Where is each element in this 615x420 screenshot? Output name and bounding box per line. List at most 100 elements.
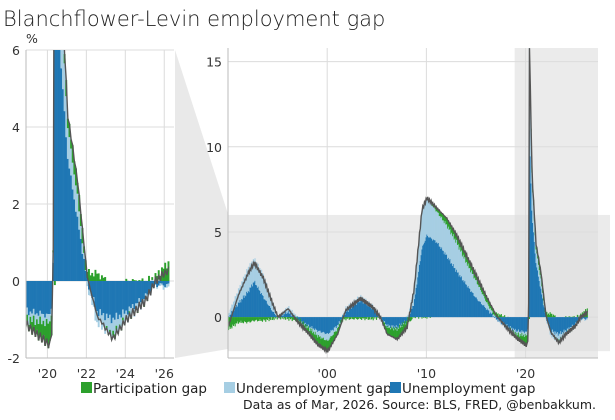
unemployment-gap-bar — [462, 280, 464, 318]
unemployment-gap-bar — [355, 303, 357, 318]
underemployment-gap-bar — [99, 309, 102, 321]
underemployment-gap-bar — [259, 268, 261, 291]
underemployment-gap-bar — [532, 192, 534, 224]
participation-gap-bar — [323, 340, 326, 351]
participation-gap-bar — [349, 317, 351, 320]
unemployment-gap-bar — [261, 292, 263, 318]
unemployment-gap-bar — [112, 281, 115, 318]
unemployment-gap-bar — [329, 317, 331, 333]
underemployment-gap-bar — [94, 309, 97, 321]
unemployment-gap-bar — [434, 240, 436, 318]
unemployment-gap-bar — [290, 316, 292, 318]
underemployment-gap-bar — [228, 313, 230, 316]
underemployment-gap-bar — [83, 252, 86, 259]
unemployment-gap-bar — [63, 111, 66, 281]
underemployment-gap-bar — [551, 332, 553, 338]
underemployment-gap-bar — [105, 313, 108, 326]
participation-gap-bar — [414, 317, 416, 319]
participation-gap-bar — [486, 299, 488, 303]
participation-gap-bar — [244, 317, 246, 323]
underemployment-gap-bar — [338, 321, 340, 324]
unemployment-gap-bar — [564, 317, 566, 332]
unemployment-gap-bar — [295, 317, 297, 319]
unemployment-gap-bar — [475, 297, 477, 318]
underemployment-gap-bar — [49, 314, 51, 322]
participation-gap-bar — [481, 289, 483, 295]
participation-gap-bar — [345, 317, 347, 321]
unemployment-gap-bar — [256, 285, 258, 318]
participation-gap-bar — [391, 328, 393, 337]
underemployment-gap-bar — [427, 198, 429, 236]
unemployment-gap-bar — [365, 302, 367, 318]
y-tick-label: 15 — [206, 55, 222, 70]
unemployment-gap-bar — [68, 168, 71, 281]
unemployment-gap-bar — [413, 305, 415, 318]
underemployment-gap-bar — [249, 263, 251, 288]
unemployment-gap-bar — [428, 237, 430, 318]
chart-title: Blanchflower-Levin employment gap — [3, 7, 385, 31]
participation-gap-bar — [265, 317, 267, 322]
participation-gap-bar — [547, 314, 549, 318]
underemployment-gap-bar — [254, 258, 256, 281]
participation-gap-bar — [102, 277, 105, 281]
unemployment-gap-bar — [404, 317, 406, 321]
underemployment-gap-bar — [509, 326, 512, 328]
unemployment-gap-bar — [585, 317, 588, 319]
unemployment-gap-bar — [420, 255, 422, 318]
underemployment-gap-bar — [440, 217, 442, 249]
unemployment-gap-bar — [159, 281, 162, 284]
underemployment-gap-bar — [125, 310, 128, 318]
unemployment-gap-bar — [459, 274, 461, 318]
unemployment-gap-bar — [354, 305, 356, 318]
underemployment-gap-bar — [447, 228, 449, 259]
unemployment-gap-bar — [256, 287, 259, 318]
underemployment-gap-bar — [555, 331, 557, 338]
unemployment-gap-bar — [242, 295, 245, 318]
underemployment-gap-bar — [553, 331, 555, 338]
underemployment-gap-bar — [128, 306, 131, 312]
participation-gap-bar — [377, 317, 379, 319]
unemployment-gap-bar — [55, 50, 58, 281]
unemployment-gap-bar — [471, 291, 473, 318]
unemployment-gap-bar — [412, 305, 414, 318]
unemployment-gap-bar — [363, 302, 365, 318]
unemployment-gap-bar — [417, 277, 419, 318]
unemployment-gap-bar — [311, 317, 313, 327]
participation-gap-bar — [262, 317, 264, 320]
underemployment-gap-bar — [460, 251, 462, 278]
unemployment-gap-bar — [351, 308, 353, 318]
underemployment-gap-bar — [262, 273, 264, 296]
unemployment-gap-bar — [136, 281, 139, 304]
underemployment-gap-bar — [405, 316, 407, 318]
unemployment-gap-bar — [581, 317, 583, 320]
unemployment-gap-bar — [330, 317, 332, 330]
unemployment-gap-bar — [302, 317, 304, 325]
underemployment-gap-bar — [434, 209, 436, 241]
participation-gap-bar — [490, 305, 492, 311]
unemployment-gap-bar — [320, 317, 322, 333]
unemployment-gap-bar — [143, 281, 146, 300]
underemployment-gap-bar — [472, 273, 474, 293]
unemployment-gap-bar — [541, 294, 543, 318]
unemployment-gap-bar — [235, 307, 237, 318]
unemployment-gap-bar — [555, 317, 557, 332]
unemployment-gap-bar — [44, 281, 47, 318]
underemployment-gap-bar — [47, 314, 50, 324]
unemployment-gap-bar — [561, 317, 563, 335]
unemployment-gap-bar — [288, 310, 290, 318]
underemployment-gap-bar — [261, 269, 263, 293]
participation-gap-bar — [389, 327, 391, 336]
unemployment-gap-bar — [344, 314, 346, 318]
participation-gap-bar — [483, 292, 485, 297]
unemployment-gap-bar — [399, 317, 402, 326]
participation-gap-bar — [552, 314, 554, 318]
participation-gap-bar — [331, 336, 333, 343]
underemployment-gap-bar — [389, 325, 391, 328]
participation-gap-bar — [451, 226, 453, 233]
participation-gap-bar — [401, 326, 403, 335]
participation-gap-bar — [502, 316, 504, 318]
unemployment-gap-bar — [228, 315, 230, 318]
unemployment-gap-bar — [162, 281, 165, 286]
unemployment-gap-bar — [331, 317, 333, 331]
participation-gap-bar — [234, 317, 236, 327]
